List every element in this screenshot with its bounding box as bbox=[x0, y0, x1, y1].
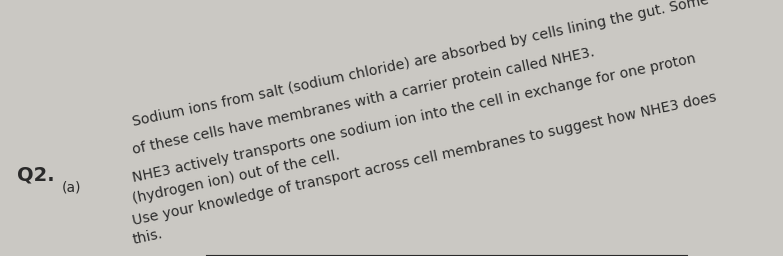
Text: (a): (a) bbox=[62, 181, 81, 195]
Text: Q2.: Q2. bbox=[17, 166, 55, 185]
Text: Sodium ions from salt (sodium chloride) are absorbed by cells lining the gut. So: Sodium ions from salt (sodium chloride) … bbox=[132, 0, 710, 129]
Text: this.: this. bbox=[132, 227, 164, 247]
Text: NHE3 actively transports one sodium ion into the cell in exchange for one proton: NHE3 actively transports one sodium ion … bbox=[132, 51, 698, 185]
Text: of these cells have membranes with a carrier protein called NHE3.: of these cells have membranes with a car… bbox=[132, 45, 596, 157]
Text: Use your knowledge of transport across cell membranes to suggest how NHE3 does: Use your knowledge of transport across c… bbox=[132, 90, 718, 228]
Text: (hydrogen ion) out of the cell.: (hydrogen ion) out of the cell. bbox=[132, 148, 341, 206]
